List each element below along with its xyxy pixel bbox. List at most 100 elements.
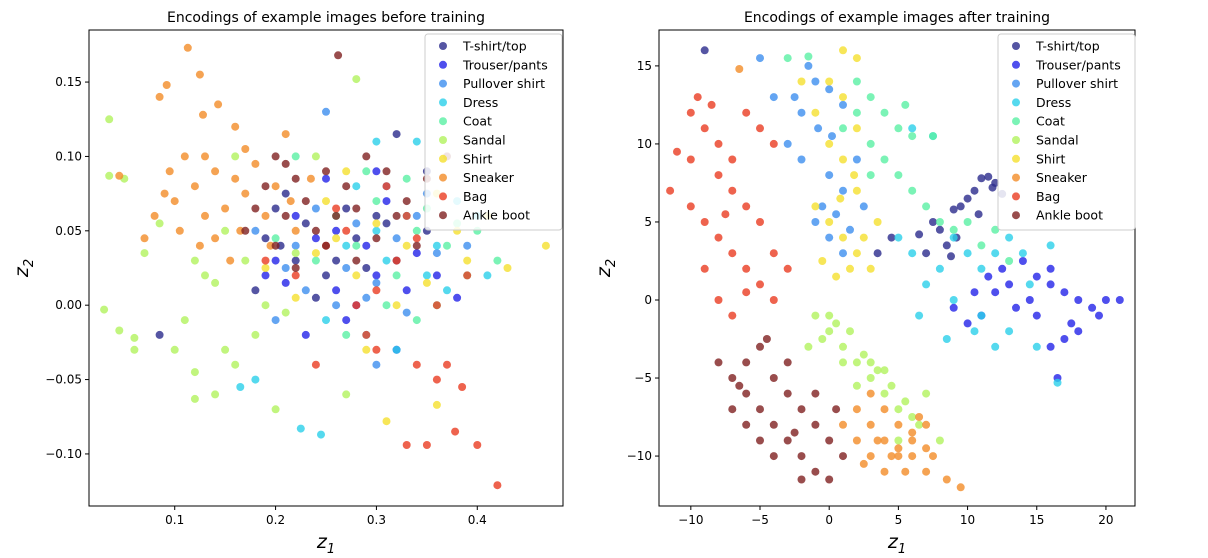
point-sneaker-34 <box>140 234 149 243</box>
point-pullover-shirt-18 <box>251 226 260 235</box>
legend-marker-sandal <box>1012 136 1020 144</box>
y-axis-ticks: −10 −5 0 5 10 15 <box>627 59 659 463</box>
x-tick-label: 0.2 <box>266 513 285 527</box>
point-shirt-17 <box>839 46 847 55</box>
point-sandal-10 <box>190 394 199 403</box>
point-t-shirt-top-0 <box>700 46 709 55</box>
point-trouser-pants-5 <box>1088 303 1097 312</box>
point-shirt-6 <box>852 186 861 195</box>
point-trouser-pants-8 <box>1074 327 1083 336</box>
point-dress-7 <box>372 226 381 235</box>
point-ankle-boot-24 <box>832 405 841 414</box>
point-sneaker-16 <box>241 189 250 198</box>
point-t-shirt-top-13 <box>311 293 320 302</box>
legend-marker-pullover-shirt <box>439 79 447 88</box>
point-sandal-23 <box>281 308 290 317</box>
point-sneaker-8 <box>894 420 903 429</box>
point-sandal-21 <box>190 256 199 265</box>
point-ankle-boot-5 <box>783 436 792 445</box>
y-tick-label: −0.05 <box>45 373 82 387</box>
point-coat-22 <box>901 100 910 109</box>
point-sneaker-26 <box>735 65 744 73</box>
point-sneaker-2 <box>880 436 889 445</box>
point-shirt-9 <box>839 233 847 242</box>
point-sneaker-21 <box>150 211 159 220</box>
point-dress-19 <box>970 327 979 336</box>
point-t-shirt-top-6 <box>372 211 381 220</box>
point-dress-14 <box>251 375 260 384</box>
point-coat-12 <box>922 202 931 211</box>
y-axis-ticks: −0.10 −0.05 0.00 0.05 0.10 0.15 <box>45 75 89 461</box>
point-ankle-boot-24 <box>281 159 290 168</box>
legend-box <box>424 33 563 231</box>
point-bag-5 <box>443 360 451 369</box>
legend-box <box>997 33 1136 231</box>
point-trouser-pants-6 <box>382 197 391 206</box>
point-sandal-23 <box>894 436 903 445</box>
point-trouser-pants-6 <box>1101 296 1110 304</box>
point-t-shirt-top-1 <box>301 219 310 228</box>
point-bag-3 <box>402 441 411 449</box>
point-shirt-5 <box>322 197 330 206</box>
point-sneaker-5 <box>231 122 240 131</box>
point-ankle-boot-21 <box>825 475 834 484</box>
point-shirt-4 <box>825 139 834 148</box>
point-ankle-boot-9 <box>251 204 260 213</box>
point-coat-16 <box>977 241 986 250</box>
legend-label-shirt: Shirt <box>1036 151 1065 166</box>
point-pullover-shirt-14 <box>352 219 361 228</box>
x-tick-label: 0.4 <box>468 513 487 527</box>
point-sneaker-3 <box>199 110 207 119</box>
point-bag-16 <box>714 296 723 304</box>
x-axis-label-subscript: 1 <box>327 542 335 557</box>
y-axis-label: z2 <box>593 259 619 278</box>
point-coat-17 <box>991 225 1000 234</box>
point-bag-15 <box>700 264 709 273</box>
point-sandal-9 <box>818 335 827 343</box>
point-shirt-20 <box>836 194 845 203</box>
point-sneaker-4 <box>214 100 223 109</box>
legend-marker-coat <box>439 117 447 126</box>
point-dress-8 <box>922 280 931 289</box>
point-ankle-boot-5 <box>322 167 330 176</box>
legend-marker-t-shirt-top <box>439 42 447 50</box>
point-coat-1 <box>866 93 875 102</box>
point-sneaker-18 <box>261 211 270 220</box>
point-trouser-pants-14 <box>271 256 280 265</box>
point-ankle-boot-21 <box>241 226 250 235</box>
point-ankle-boot-2 <box>261 182 270 191</box>
scatter-after-training: Encodings of example images after traini… <box>593 10 1136 557</box>
point-shirt-21 <box>850 171 859 180</box>
point-pullover-shirt-0 <box>756 54 764 63</box>
point-sneaker-20 <box>175 226 184 235</box>
legend-label-pullover-shirt: Pullover shirt <box>1036 76 1118 91</box>
point-sandal-17 <box>241 256 250 265</box>
point-coat-10 <box>362 167 371 176</box>
point-coat-8 <box>382 301 391 310</box>
point-sneaker-0 <box>183 43 192 52</box>
point-sneaker-15 <box>894 444 903 453</box>
point-dress-17 <box>412 137 421 146</box>
point-trouser-pants-18 <box>1095 311 1103 320</box>
point-ankle-boot-23 <box>412 241 421 250</box>
point-sneaker-1 <box>162 81 171 89</box>
point-bag-10 <box>714 233 723 242</box>
point-ankle-boot-0 <box>334 51 343 60</box>
point-bag-22 <box>728 186 737 195</box>
legend: T-shirt/top Trouser/pants Pullover shirt Dr… <box>997 33 1136 231</box>
point-sandal-20 <box>261 301 270 310</box>
point-pullover-shirt-13 <box>301 286 310 295</box>
point-shirt-10 <box>342 167 351 176</box>
point-sandal-14 <box>887 381 896 390</box>
point-pullover-shirt-11 <box>332 301 341 310</box>
point-shirt-16 <box>873 218 882 226</box>
point-bag-14 <box>769 296 778 304</box>
point-shirt-8 <box>291 293 300 302</box>
point-shirt-0 <box>541 241 550 250</box>
x-axis-label: z1 <box>887 531 906 557</box>
point-t-shirt-top-9 <box>956 202 965 211</box>
point-t-shirt-top-8 <box>929 218 937 226</box>
point-t-shirt-top-11 <box>342 204 351 213</box>
point-t-shirt-top-1 <box>935 225 944 234</box>
point-sandal-11 <box>846 327 854 336</box>
